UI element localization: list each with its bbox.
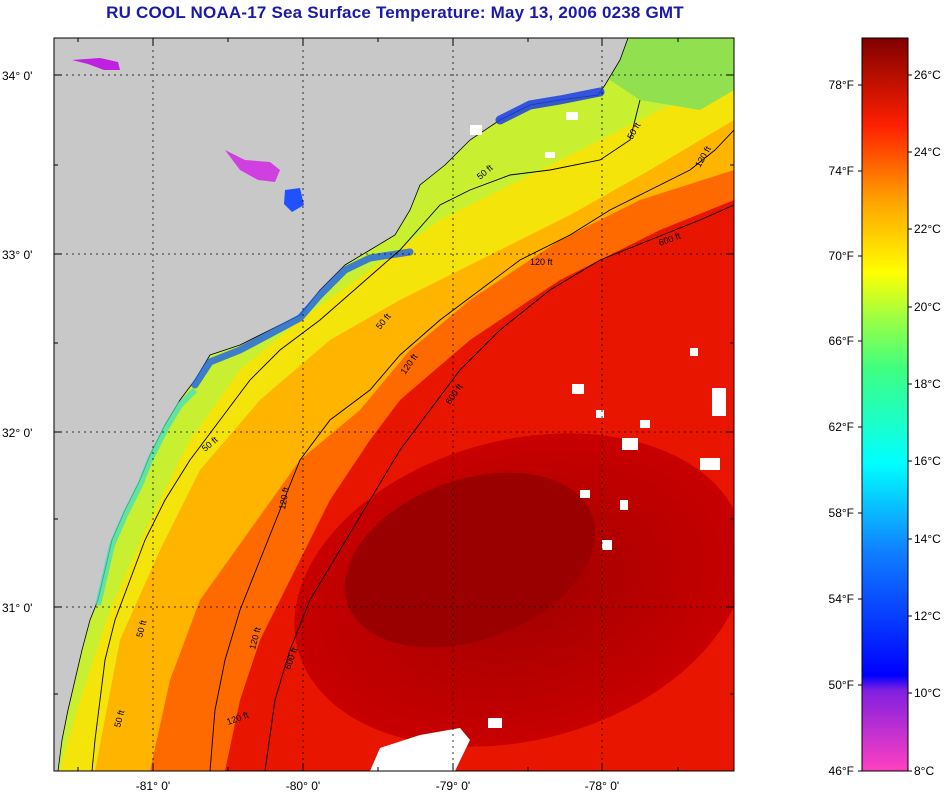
colorbar-f-label: 70°F [829, 249, 854, 263]
bathymetry-contours [91, 99, 734, 771]
contour-120ft [209, 129, 734, 771]
graticule [54, 38, 734, 771]
colorbar-c-label: 22°C [914, 222, 941, 236]
contour-label: 50 ft [134, 619, 148, 639]
longitude-labels: -81° 0' -80° 0' -79° 0' -78° 0' [136, 779, 619, 793]
colorbar-f-label: 58°F [829, 506, 854, 520]
lon-label: -78° 0' [585, 779, 619, 793]
colorbar-c-label: 10°C [914, 686, 941, 700]
colorbar-f-label: 74°F [829, 164, 854, 178]
lon-label: -79° 0' [436, 779, 470, 793]
colorbar-ticks [858, 74, 912, 772]
lon-label: -80° 0' [286, 779, 320, 793]
contour-50ft [91, 99, 641, 771]
colorbar-c-label: 20°C [914, 300, 941, 314]
latitude-labels: 34° 0' 33° 0' 32° 0' 31° 0' [2, 69, 32, 615]
colorbar-f-label: 54°F [829, 592, 854, 606]
contour-600ft [264, 204, 734, 771]
lat-label: 33° 0' [2, 248, 32, 262]
colorbar-c-label: 26°C [914, 68, 941, 82]
inland-lake-patch [225, 150, 280, 182]
lon-label: -81° 0' [136, 779, 170, 793]
map-ticks [54, 38, 734, 771]
contour-label: 50 ft [112, 709, 126, 729]
contour-label: 120 ft [530, 257, 553, 267]
map-title: RU COOL NOAA-17 Sea Surface Temperature:… [106, 3, 684, 22]
inland-lake-patch [72, 58, 120, 70]
contour-label: 120 ft [277, 486, 291, 510]
colorbar-f-label: 78°F [829, 78, 854, 92]
coastal-cold-fringe-south [191, 248, 414, 389]
cloud-patches [370, 112, 726, 771]
map-frame [53, 37, 735, 772]
colorbar-f-label: 46°F [829, 764, 854, 778]
colorbar-c-label: 16°C [914, 454, 941, 468]
lat-label: 32° 0' [2, 426, 32, 440]
lat-label: 34° 0' [2, 69, 32, 83]
inland-lake-patch [284, 188, 304, 212]
sst-field [54, 38, 734, 771]
colorbar-c-label: 14°C [914, 532, 941, 546]
coastal-cold-fringe [495, 87, 605, 125]
colorbar: 78°F 74°F 70°F 66°F 62°F 58°F 54°F 50°F … [829, 37, 941, 778]
coastal-cyan-fringe [95, 387, 198, 606]
colorbar-c-label: 8°C [914, 764, 934, 778]
colorbar-f-label: 50°F [829, 678, 854, 692]
sst-nc-coast-band [600, 38, 734, 110]
colorbar-c-label: 24°C [914, 145, 941, 159]
sst-dark-core [344, 472, 596, 648]
colorbar-f-label: 66°F [829, 334, 854, 348]
colorbar-c-label: 18°C [914, 377, 941, 391]
colorbar-f-label: 62°F [829, 420, 854, 434]
colorbar-c-label: 12°C [914, 609, 941, 623]
colorbar-gradient [861, 37, 909, 772]
lat-label: 31° 0' [2, 601, 32, 615]
